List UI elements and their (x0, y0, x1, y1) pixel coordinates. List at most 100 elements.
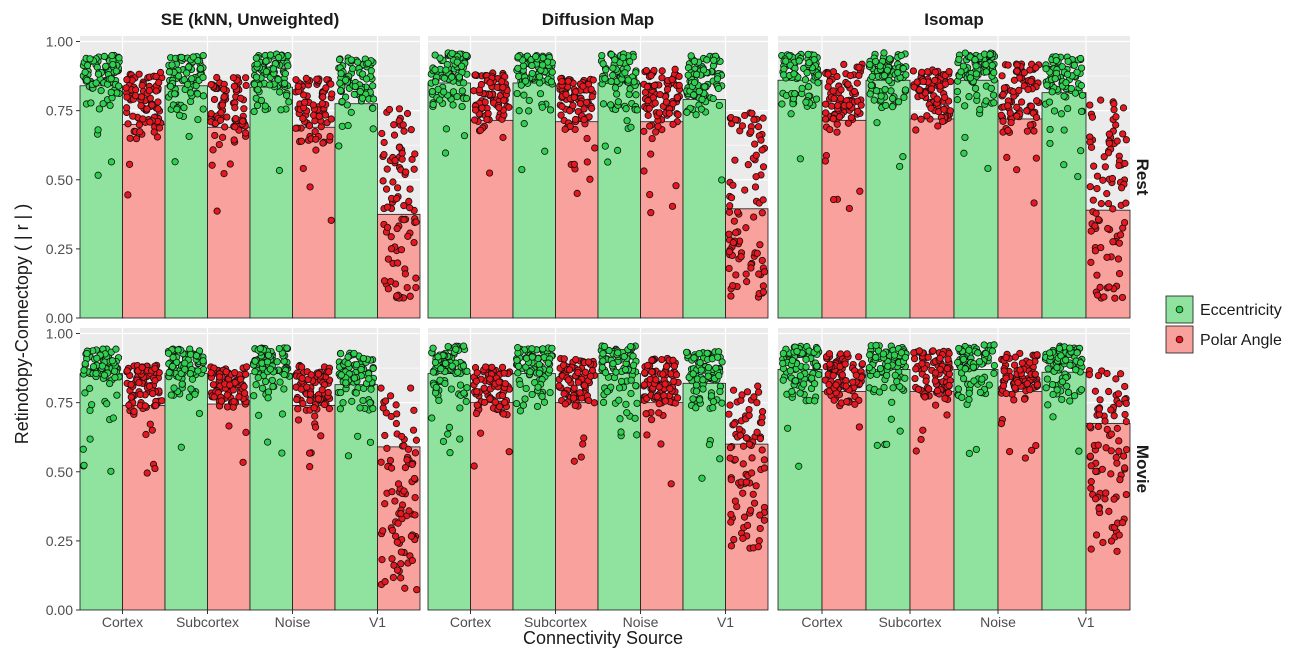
polar-angle-point (155, 78, 163, 87)
polar-angle-point (640, 167, 648, 175)
polar-angle-point (387, 464, 396, 472)
eccentricity-point (453, 58, 461, 66)
polar-angle-point (838, 371, 847, 379)
eccentricity-point (533, 402, 542, 411)
eccentricity-point (614, 349, 622, 357)
eccentricity-point (264, 388, 273, 396)
polar-angle-point (1105, 130, 1113, 138)
eccentricity-point (199, 51, 207, 60)
eccentricity-point (599, 60, 607, 68)
polar-angle-point (588, 92, 596, 101)
eccentricity-point (88, 401, 96, 409)
eccentricity-point (627, 376, 635, 384)
eccentricity-point (264, 351, 273, 359)
polar-angle-point (748, 469, 756, 477)
x-tick-label: Subcortex (524, 614, 587, 630)
eccentricity-point (541, 147, 549, 155)
eccentricity-point (888, 94, 897, 103)
eccentricity-point (525, 107, 533, 115)
eccentricity-point (613, 146, 622, 154)
polar-angle-point (741, 111, 749, 120)
polar-angle-point (727, 510, 735, 519)
eccentricity-point (442, 66, 450, 74)
eccentricity-point (627, 123, 635, 131)
polar-angle-point (294, 82, 302, 90)
polar-angle-point (239, 458, 247, 466)
eccentricity-point (195, 409, 204, 418)
polar-angle-point (643, 431, 651, 439)
polar-angle-point (1119, 104, 1128, 112)
eccentricity-point (620, 352, 628, 361)
polar-angle-point (1089, 196, 1097, 204)
polar-angle-point (931, 68, 939, 76)
polar-angle-point (383, 165, 391, 173)
polar-angle-point (835, 113, 844, 121)
polar-angle-point (471, 106, 480, 114)
eccentricity-point (692, 381, 701, 389)
polar-angle-point (305, 122, 314, 130)
polar-angle-point (1101, 417, 1109, 425)
polar-angle-point (1112, 375, 1120, 383)
eccentricity-point (624, 76, 632, 84)
polar-angle-point (477, 80, 485, 89)
polar-angle-point (318, 386, 326, 394)
eccentricity-point (633, 431, 641, 439)
polar-angle-bar (470, 119, 514, 319)
eccentricity-point (280, 371, 288, 379)
polar-angle-point (837, 86, 845, 94)
facet-column-label: SE (kNN, Unweighted) (161, 10, 340, 29)
polar-angle-point (1085, 371, 1093, 379)
polar-angle-point (1122, 399, 1130, 408)
polar-angle-point (755, 537, 763, 545)
polar-angle-point (640, 127, 648, 135)
polar-angle-point (403, 283, 411, 292)
polar-angle-point (844, 80, 852, 88)
eccentricity-point (982, 68, 990, 76)
eccentricity-point (899, 64, 907, 73)
eccentricity-point (539, 61, 547, 69)
eccentricity-point (520, 120, 528, 128)
polar-angle-point (135, 379, 143, 387)
eccentricity-point (107, 467, 115, 475)
polar-angle-point (1109, 238, 1117, 246)
eccentricity-point (92, 79, 100, 87)
polar-angle-point (647, 416, 656, 424)
eccentricity-point (804, 50, 812, 58)
polar-angle-point (753, 399, 761, 407)
polar-angle-point (239, 117, 247, 125)
eccentricity-point (269, 65, 278, 73)
polar-angle-point (1010, 76, 1018, 84)
polar-angle-point (747, 264, 755, 272)
eccentricity-point (546, 366, 554, 374)
polar-angle-point (583, 158, 591, 166)
eccentricity-point (715, 101, 723, 110)
eccentricity-point (876, 364, 885, 373)
polar-angle-point (668, 75, 676, 84)
polar-angle-point (231, 104, 239, 112)
eccentricity-point (975, 358, 984, 366)
legend-label: Eccentricity (1200, 302, 1282, 319)
eccentricity-bar (865, 369, 911, 611)
polar-angle-point (406, 292, 414, 300)
polar-angle-point (125, 160, 134, 168)
polar-angle-point (1033, 381, 1042, 389)
polar-angle-point (1000, 367, 1008, 375)
eccentricity-bar (249, 86, 293, 319)
polar-angle-point (564, 77, 572, 85)
eccentricity-point (194, 115, 202, 124)
polar-angle-point (653, 393, 661, 401)
polar-angle-point (384, 285, 392, 293)
polar-angle-point (759, 288, 768, 296)
eccentricity-point (695, 396, 704, 404)
eccentricity-point (784, 424, 792, 432)
polar-angle-point (154, 105, 162, 113)
eccentricity-point (275, 166, 284, 175)
eccentricity-point (973, 91, 981, 99)
polar-angle-point (998, 72, 1006, 80)
eccentricity-point (359, 354, 368, 363)
eccentricity-point (528, 353, 536, 361)
eccentricity-point (335, 142, 343, 150)
eccentricity-point (1046, 139, 1054, 148)
polar-angle-point (498, 77, 506, 86)
eccentricity-point (435, 396, 443, 405)
